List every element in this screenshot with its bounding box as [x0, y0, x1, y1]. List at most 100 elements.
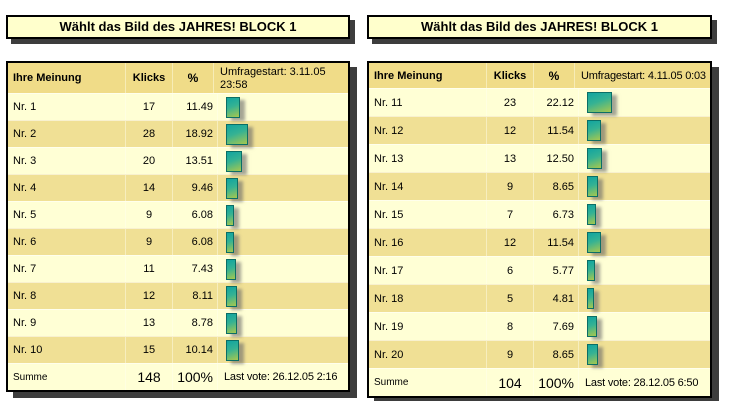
row-percent: 18.92 [172, 121, 217, 147]
row-label: Nr. 8 [13, 290, 37, 302]
poll-row: Nr. 9 13 8.78 [8, 309, 348, 336]
row-label: Nr. 1 [13, 101, 37, 113]
row-label: Nr. 13 [374, 152, 404, 165]
table-header-row: Ihre Meinung Klicks % Umfragestart: 4.11… [369, 63, 710, 88]
row-percent: 6.73 [533, 201, 578, 228]
row-percent: 8.11 [172, 283, 217, 309]
col-header-percent: % [172, 63, 213, 93]
row-clicks: 12 [125, 283, 172, 309]
result-bar-icon [587, 204, 596, 225]
row-percent: 11.54 [533, 229, 578, 256]
row-clicks: 9 [486, 173, 533, 200]
result-bar-icon [226, 177, 238, 199]
result-bar-icon [587, 120, 601, 141]
result-bar-icon [226, 339, 239, 361]
col-header-percent: % [533, 63, 574, 88]
poll-row: Nr. 3 20 13.51 [8, 147, 348, 174]
result-bar-icon [587, 288, 594, 309]
row-percent: 6.08 [172, 202, 217, 228]
row-percent: 11.54 [533, 117, 578, 144]
row-label: Nr. 11 [374, 96, 403, 109]
result-bar-icon [226, 150, 242, 172]
result-bar-icon [226, 123, 248, 145]
poll-rows: Nr. 1 17 11.49 Nr. 2 28 18.92 Nr. 3 20 13.51 Nr. … [8, 93, 348, 363]
poll-row: Nr. 12 12 11.54 [369, 116, 710, 144]
row-clicks: 9 [486, 341, 533, 368]
total-label: Summe [13, 371, 48, 383]
poll-row: Nr. 16 12 11.54 [369, 228, 710, 256]
row-clicks: 13 [486, 145, 533, 172]
poll-title-text: Wählt das Bild des JAHRES! BLOCK 1 [421, 19, 658, 34]
col-header-clicks: Klicks [125, 63, 172, 93]
row-percent: 8.78 [172, 310, 217, 336]
poll-row: Nr. 4 14 9.46 [8, 174, 348, 201]
result-bar-icon [587, 232, 601, 253]
row-percent: 5.77 [533, 257, 578, 284]
result-bar-icon [226, 312, 237, 334]
row-label: Nr. 14 [374, 180, 404, 193]
result-bar-icon [226, 258, 236, 280]
row-clicks: 20 [125, 148, 172, 174]
total-label: Summe [374, 377, 409, 388]
row-clicks: 9 [125, 202, 172, 228]
row-percent: 12.50 [533, 145, 578, 172]
row-clicks: 8 [486, 313, 533, 340]
poll-panel-block1-right: Wählt das Bild des JAHRES! BLOCK 1 Ihre … [367, 15, 712, 398]
row-label: Nr. 4 [13, 182, 37, 194]
row-label: Nr. 12 [374, 124, 404, 137]
row-clicks: 12 [486, 117, 533, 144]
row-label: Nr. 10 [13, 344, 43, 356]
poll-title-text: Wählt das Bild des JAHRES! BLOCK 1 [59, 19, 297, 34]
row-clicks: 14 [125, 175, 172, 201]
row-label: Nr. 9 [13, 317, 37, 329]
row-label: Nr. 6 [13, 236, 37, 248]
col-header-opinion: Ihre Meinung [374, 69, 443, 82]
result-bar-icon [226, 285, 237, 307]
row-label: Nr. 3 [13, 155, 37, 167]
poll-panel-block1-left: Wählt das Bild des JAHRES! BLOCK 1 Ihre … [6, 15, 350, 398]
poll-row: Nr. 11 23 22.12 [369, 88, 710, 116]
row-label: Nr. 15 [374, 208, 404, 221]
result-bar-icon [587, 316, 597, 337]
total-percent: 100% [533, 369, 578, 396]
poll-row: Nr. 2 28 18.92 [8, 120, 348, 147]
poll-row: Nr. 10 15 10.14 [8, 336, 348, 363]
poll-row: Nr. 5 9 6.08 [8, 201, 348, 228]
result-bar-icon [587, 92, 612, 113]
row-clicks: 11 [125, 256, 172, 282]
result-bar-icon [226, 204, 234, 226]
total-row: Summe 148 100% Last vote: 26.12.05 2:16 [8, 363, 348, 390]
poll-results-table: Ihre Meinung Klicks % Umfragestart: 3.11… [6, 61, 350, 392]
row-percent: 10.14 [172, 337, 217, 363]
result-bar-icon [226, 96, 240, 118]
row-percent: 8.65 [533, 173, 578, 200]
poll-title-bar: Wählt das Bild des JAHRES! BLOCK 1 [367, 15, 712, 39]
result-bar-icon [226, 231, 234, 253]
row-label: Nr. 7 [13, 263, 37, 275]
result-bar-icon [587, 148, 602, 169]
total-row: Summe 104 100% Last vote: 28.12.05 6:50 [369, 368, 710, 396]
row-clicks: 15 [125, 337, 172, 363]
col-header-opinion: Ihre Meinung [13, 72, 82, 84]
poll-row: Nr. 6 9 6.08 [8, 228, 348, 255]
result-bar-icon [587, 344, 598, 365]
row-clicks: 6 [486, 257, 533, 284]
row-clicks: 17 [125, 94, 172, 120]
poll-results-table: Ihre Meinung Klicks % Umfragestart: 4.11… [367, 61, 712, 398]
table-header-row: Ihre Meinung Klicks % Umfragestart: 3.11… [8, 63, 348, 93]
row-label: Nr. 16 [374, 236, 404, 249]
last-vote-text: Last vote: 26.12.05 2:16 [217, 364, 348, 390]
poll-row: Nr. 15 7 6.73 [369, 200, 710, 228]
row-label: Nr. 19 [374, 320, 404, 333]
result-bar-icon [587, 176, 598, 197]
row-clicks: 9 [125, 229, 172, 255]
poll-rows: Nr. 11 23 22.12 Nr. 12 12 11.54 Nr. 13 13 12.50 N… [369, 88, 710, 368]
row-clicks: 5 [486, 285, 533, 312]
row-percent: 13.51 [172, 148, 217, 174]
row-percent: 22.12 [533, 89, 578, 116]
total-percent: 100% [172, 364, 217, 390]
row-label: Nr. 18 [374, 292, 404, 305]
row-clicks: 12 [486, 229, 533, 256]
row-label: Nr. 2 [13, 128, 37, 140]
row-clicks: 23 [486, 89, 533, 116]
